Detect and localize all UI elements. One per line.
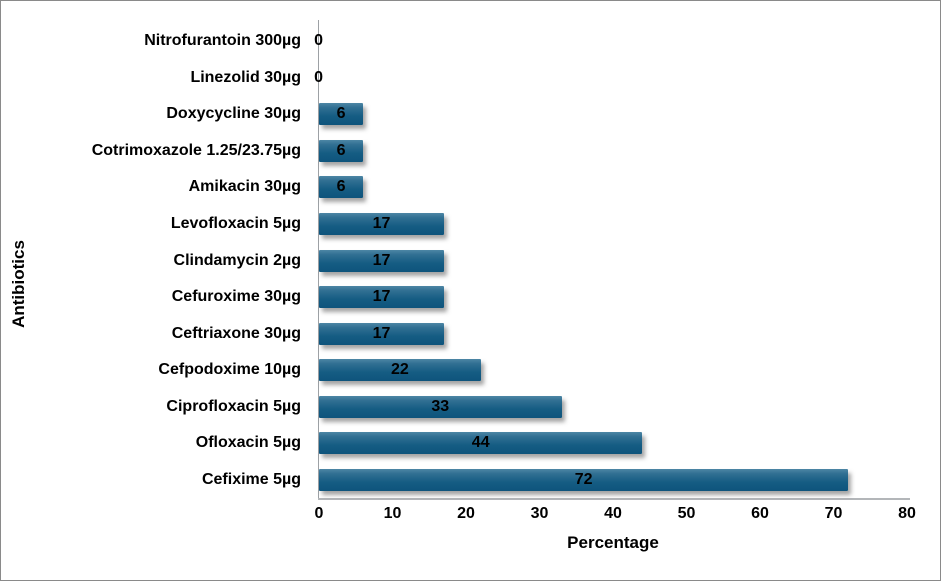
x-tick-label: 20 [457,505,475,522]
bar-value-label: 6 [336,105,346,123]
x-tick-label: 70 [824,505,843,522]
bar-value-label: 17 [372,324,391,342]
category-label: Ofloxacin 5µg [195,434,301,452]
category-label: Ciprofloxacin 5µg [166,397,301,415]
category-label: Cefixime 5µg [201,470,301,488]
category-label: Amikacin 30µg [188,178,301,196]
category-label: Clindamycin 2µg [173,251,301,269]
category-axis: Nitrofurantoin 300µg Linezolid 30µg Doxycy… [1,23,301,498]
bar-value-label: 17 [372,214,391,232]
x-tick-label: 60 [751,505,769,522]
bar [319,212,444,235]
plot-area: 0 0 6 6 6 17 17 17 17 22 33 44 72 [314,20,910,500]
x-axis-line [318,498,910,500]
bar [319,176,364,199]
category-label: Nitrofurantoin 300µg [144,32,301,50]
bar [319,395,562,418]
y-axis-line [318,20,319,499]
bar [319,249,444,272]
bar [319,432,643,455]
bar-value-label: 22 [390,361,409,379]
bar [319,286,444,309]
category-label: Ceftriaxone 30µg [171,324,301,342]
bar-value-label: 72 [574,470,593,488]
bar-value-label: 17 [372,251,391,269]
x-tick-label: 40 [604,505,622,522]
category-label: Levofloxacin 5µg [170,214,301,232]
bar-value-label: 44 [471,434,490,452]
bar-value-label: 0 [314,32,324,50]
bar-value-label: 17 [372,288,391,306]
x-tick-label: 0 [314,505,324,522]
category-label: Cotrimoxazole 1.25/23.75µg [91,141,301,159]
category-label: Linezolid 30µg [190,68,301,86]
x-tick-label: 50 [677,505,696,522]
bar-value-label: 0 [314,68,324,86]
category-label: Cefuroxime 30µg [171,288,301,306]
x-tick-label: 80 [898,505,916,522]
x-axis-title: Percentage [567,533,659,552]
x-tick-label: 30 [530,505,549,522]
bar [319,468,849,491]
bar [319,359,481,382]
bar-value-label: 33 [431,397,450,415]
bar [319,322,444,345]
bar [319,103,364,126]
category-label: Doxycycline 30µg [166,105,301,123]
bar-value-label: 6 [336,178,346,196]
bar-value-label: 6 [336,141,346,159]
category-label: Cefpodoxime 10µg [158,361,301,379]
bar [319,139,364,162]
x-axis-ticks: 0 10 20 30 40 50 60 70 80 [315,505,916,525]
x-tick-label: 10 [383,505,402,522]
